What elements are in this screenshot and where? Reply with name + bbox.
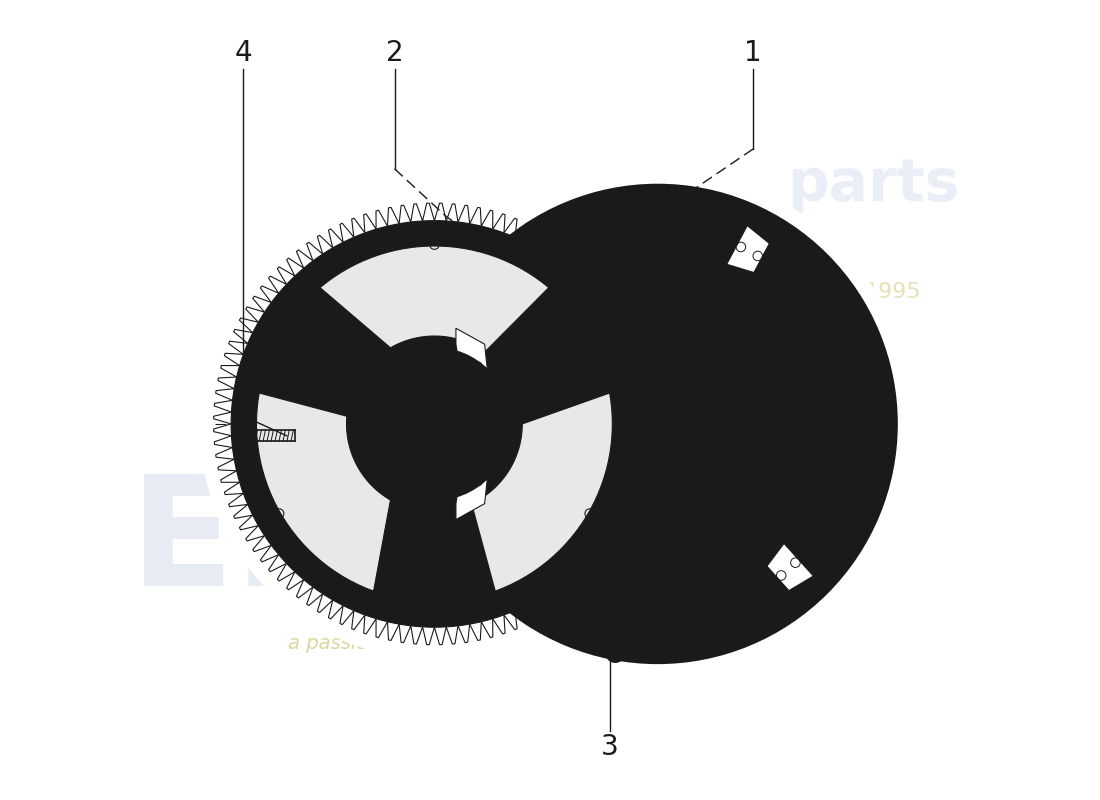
Text: 4: 4 bbox=[234, 39, 252, 67]
Circle shape bbox=[418, 185, 896, 663]
Text: 2: 2 bbox=[386, 39, 404, 67]
Text: parts: parts bbox=[786, 156, 959, 214]
Polygon shape bbox=[455, 328, 491, 519]
Polygon shape bbox=[213, 203, 656, 645]
Polygon shape bbox=[320, 246, 549, 352]
Circle shape bbox=[231, 221, 638, 627]
Text: 3: 3 bbox=[601, 733, 618, 761]
Circle shape bbox=[243, 233, 626, 615]
Polygon shape bbox=[727, 226, 769, 273]
Polygon shape bbox=[472, 393, 613, 591]
Polygon shape bbox=[767, 543, 813, 590]
Circle shape bbox=[661, 414, 680, 434]
Polygon shape bbox=[256, 393, 390, 591]
Circle shape bbox=[606, 643, 625, 662]
Text: a passion for cars: a passion for cars bbox=[288, 634, 461, 653]
Circle shape bbox=[359, 348, 510, 500]
Circle shape bbox=[403, 169, 913, 679]
Text: 1: 1 bbox=[745, 39, 762, 67]
Circle shape bbox=[232, 426, 251, 446]
Text: 1995: 1995 bbox=[865, 282, 921, 302]
Circle shape bbox=[634, 394, 694, 454]
Circle shape bbox=[614, 380, 702, 468]
Text: EL: EL bbox=[130, 469, 332, 618]
Polygon shape bbox=[442, 426, 486, 457]
Text: R: R bbox=[327, 503, 390, 584]
Circle shape bbox=[199, 189, 670, 659]
